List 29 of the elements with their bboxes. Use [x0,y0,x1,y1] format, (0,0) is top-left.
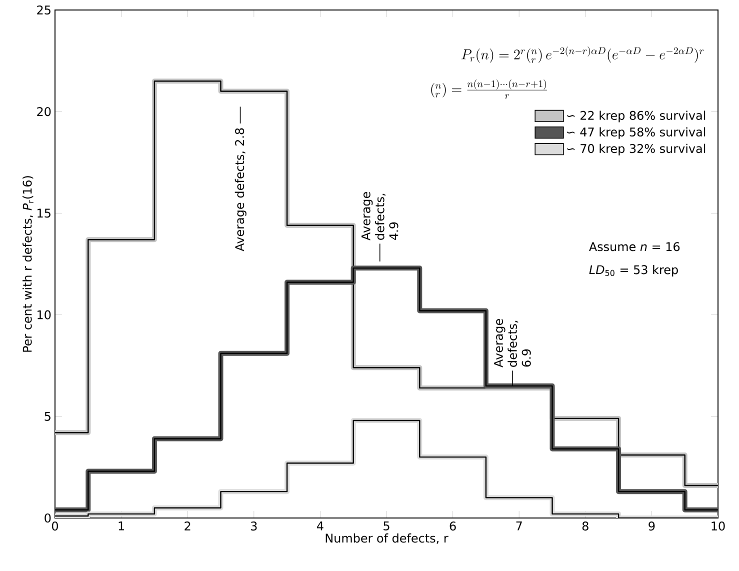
x-tick-label: 9 [648,522,655,531]
x-tick-label: 6 [450,522,456,531]
x-tick-label: 0 [52,522,58,531]
x-axis-title: Number of defects, r [326,533,448,544]
annotation: Average defects, 4.9 [361,192,398,240]
x-tick-label: 4 [316,522,324,530]
annotation: $({}^{n}_{r}) = \frac{n(n-1)\cdots(n-r+1)}{r}$ [431,80,548,99]
y-tick-label: 5 [44,412,50,421]
x-tick-label: 8 [582,522,588,531]
y-tick-label: 0 [44,513,51,523]
y-tick-label: 10 [38,310,51,320]
x-tick-label: 3 [251,522,257,531]
annotation: Average defects, 6.9 [494,319,531,368]
annotation: Average defects, 2.8 [234,128,246,252]
annotation: Assume n = 16 [589,242,680,252]
annotation: LD$_{50}$ = 53 krep [589,264,678,277]
y-tick-label: 15 [38,208,50,218]
annotation: $P_r(n) = 2^r ({}^{n}_{r})\, e^{-2(n-r)\alpha D}(e^{-\alpha D} - e^{-2\alpha D})^r$ [462,46,704,63]
x-tick-label: 2 [184,522,190,530]
x-tick-label: 5 [384,522,390,530]
x-tick-label: 7 [516,522,522,530]
legend-label: ∽ 47 krep 58% survival [567,127,706,139]
x-tick-label: 10 [712,522,725,531]
y-tick-label: 20 [37,107,51,116]
legend-label: ∽ 22 krep 86% survival [567,110,706,122]
x-tick-label: 1 [118,522,124,530]
legend-label: ∽ 70 krep 32% survival [567,144,706,156]
y-axis-title: Per cent with r defects, P$_{r}$(16) [22,176,34,352]
y-tick-label: 25 [37,5,50,15]
